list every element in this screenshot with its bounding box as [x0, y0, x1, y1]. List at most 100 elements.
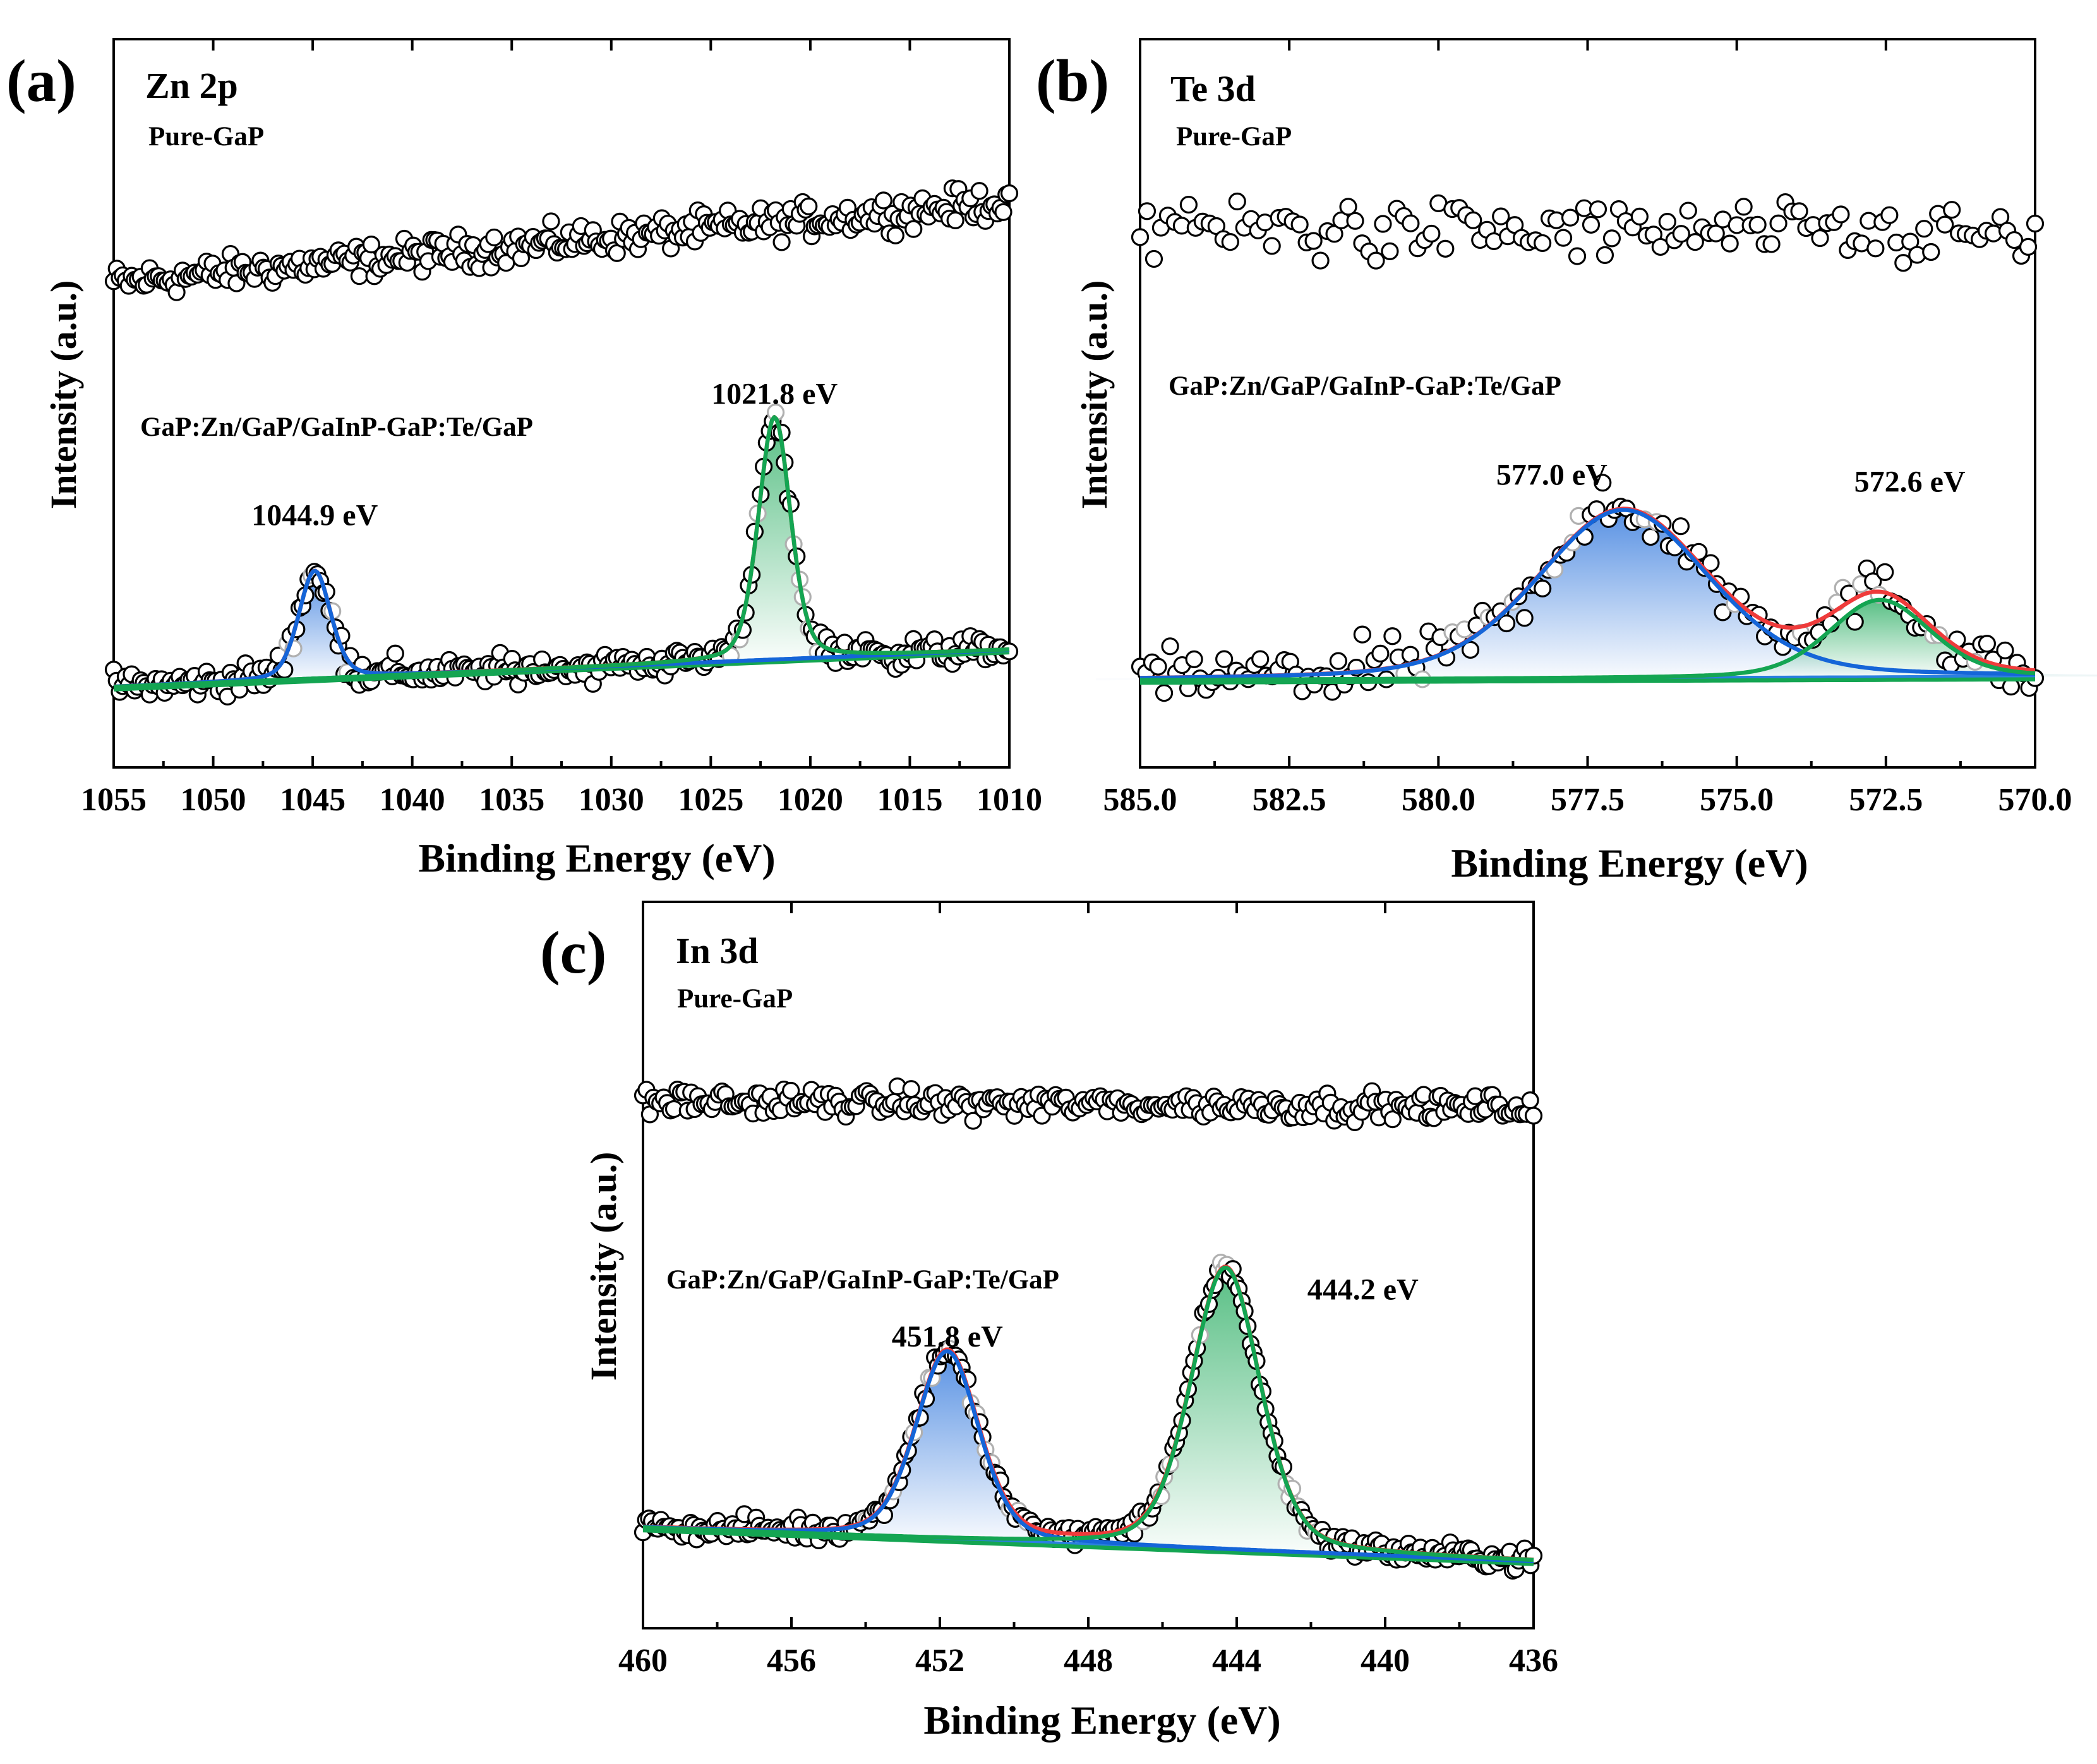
x-tick-label: 582.5 — [1253, 782, 1326, 818]
panel-b-pure-label: Pure-GaP — [1176, 122, 1292, 152]
pure-gap-point — [904, 220, 923, 238]
sample-point — [1371, 644, 1390, 663]
pure-gap-point — [772, 233, 791, 251]
background-line-green — [1140, 677, 2035, 685]
x-tick-label: 1045 — [280, 782, 345, 818]
pure-gap-point — [362, 236, 380, 254]
x-tick-label: 444 — [1212, 1643, 1261, 1679]
sample-point — [1329, 652, 1347, 670]
pure-gap-point — [1339, 198, 1357, 216]
pure-gap-point — [1672, 225, 1690, 243]
component-line-blue — [1139, 508, 2035, 680]
peak-annotation: 577.0 eV — [1496, 459, 1607, 492]
pure-gap-point — [1263, 237, 1281, 255]
pure-gap-point — [1769, 214, 1788, 232]
panel-b-title: Te 3d — [1170, 68, 1256, 109]
peak-annotation: 444.2 eV — [1307, 1273, 1419, 1306]
panel-c-pure-label: Pure-GaP — [677, 984, 793, 1014]
sample-point — [1996, 641, 2014, 659]
panel-a-x-label: Binding Energy (eV) — [418, 836, 775, 880]
x-tick-label: 1020 — [778, 782, 843, 818]
panel-a-y-label: Intensity (a.u.) — [43, 280, 84, 510]
pure-gap-point — [1651, 237, 1669, 256]
pure-gap-point — [1325, 225, 1343, 243]
pure-gap-point — [1595, 246, 1614, 264]
background-line-green — [642, 1528, 1534, 1566]
panel-c-x-label: Binding Energy (eV) — [923, 1698, 1280, 1743]
background-line-green — [113, 650, 1010, 692]
pure-gap-point — [1832, 205, 1850, 224]
pure-gap-point — [1346, 212, 1364, 230]
pure-gap-point — [1464, 211, 1482, 229]
component-line-green — [113, 415, 1010, 689]
sample-point — [1876, 563, 1894, 581]
pure-gap-point — [1381, 242, 1399, 260]
panel-c-y-label: Intensity (a.u.) — [583, 1152, 624, 1381]
pure-gap-point — [1422, 224, 1441, 243]
x-tick-label: 452 — [915, 1643, 964, 1679]
panel-c: (c) In 3d Pure-GaP GaP:Zn/GaP/GaInP-GaP:… — [540, 901, 1558, 1743]
panel-c-title: In 3d — [676, 930, 759, 971]
panel-b-x-label: Binding Energy (eV) — [1451, 841, 1808, 885]
pure-gap-point — [1686, 233, 1704, 251]
sample-point — [1671, 517, 1690, 536]
x-tick-label: 580.0 — [1402, 782, 1475, 818]
pure-gap-point — [1866, 239, 1885, 258]
pure-gap-point — [2005, 231, 2024, 249]
pure-gap-point — [1602, 229, 1621, 248]
sample-point — [1978, 635, 1997, 653]
component-line-green — [1140, 597, 2036, 682]
pure-gap-point — [2019, 237, 2038, 256]
sample-point — [1161, 637, 1179, 656]
x-tick-label: 575.0 — [1700, 782, 1774, 818]
pure-gap-point — [1374, 215, 1392, 233]
sample-point — [1702, 554, 1720, 572]
sample-point — [1515, 609, 1534, 627]
x-tick-label: 1030 — [579, 782, 644, 818]
x-tick-label: 585.0 — [1103, 782, 1177, 818]
pure-gap-point — [1524, 1107, 1543, 1125]
pure-gap-point — [781, 1081, 800, 1100]
panel-b-label: (b) — [1036, 47, 1109, 114]
panel-a-sample-label: GaP:Zn/GaP/GaInP-GaP:Te/GaP — [140, 412, 533, 442]
x-tick-label: 1010 — [976, 782, 1042, 818]
pure-gap-point — [964, 1112, 982, 1130]
pure-gap-point — [946, 211, 964, 229]
pure-gap-point — [1221, 233, 1239, 251]
pure-gap-point — [1582, 215, 1601, 234]
pure-gap-point — [1554, 229, 1573, 247]
sample-point — [1383, 627, 1402, 645]
pure-gap-point — [1402, 214, 1420, 232]
pure-gap-point — [485, 228, 503, 247]
x-tick-label: 572.5 — [1849, 782, 1923, 818]
pure-gap-point — [1383, 1110, 1402, 1129]
pure-gap-point — [1894, 254, 1913, 272]
x-tick-label: 1015 — [877, 782, 942, 818]
pure-gap-point — [1922, 243, 1940, 261]
pure-gap-point — [1880, 206, 1899, 224]
sample-point — [1461, 640, 1480, 659]
pure-gap-point — [1790, 202, 1808, 220]
pure-gap-point — [902, 1080, 920, 1098]
x-tick-label: 1035 — [479, 782, 544, 818]
pure-gap-point — [1521, 1091, 1539, 1110]
panel-c-label: (c) — [540, 919, 606, 986]
panel-a-label: (a) — [6, 47, 76, 114]
peak-annotation: 572.6 eV — [1854, 465, 1966, 498]
pure-gap-point — [1492, 207, 1510, 225]
sample-point — [1353, 625, 1371, 644]
pure-gap-point — [1568, 247, 1587, 265]
sample-point — [1594, 474, 1612, 492]
pure-gap-point — [1707, 224, 1725, 243]
pure-gap-point — [994, 203, 1012, 221]
panel-b: (b) Te 3d Pure-GaP GaP:Zn/GaP/GaInP-GaP:… — [1036, 38, 2097, 885]
peak-fill-blue — [754, 1351, 1141, 1547]
x-tick-label: 436 — [1509, 1643, 1558, 1679]
pure-gap-point — [1138, 202, 1157, 220]
sample-point — [1846, 613, 1864, 631]
peak-fill-blue — [1096, 510, 2097, 681]
pure-gap-point — [1721, 234, 1739, 253]
pure-gap-point — [1290, 215, 1309, 234]
pure-gap-point — [1991, 208, 2010, 226]
